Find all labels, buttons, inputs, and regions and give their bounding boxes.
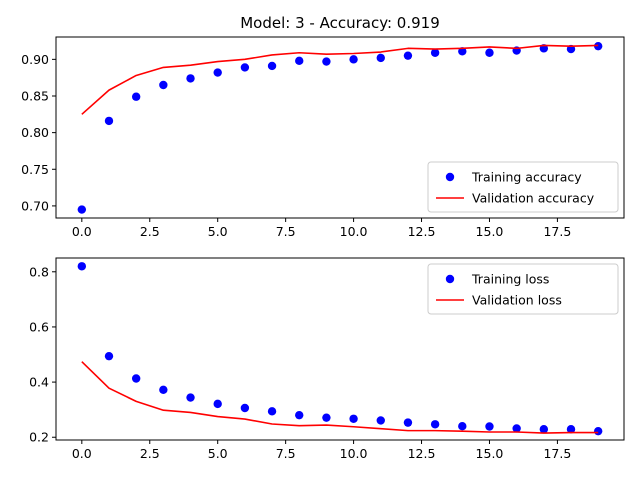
y-tick-label: 0.6 xyxy=(29,319,49,334)
y-tick-label: 0.90 xyxy=(21,52,49,67)
training-loss-point xyxy=(131,374,141,383)
training-accuracy-point xyxy=(430,48,440,57)
training-loss-point xyxy=(539,425,549,434)
axes-frame xyxy=(55,36,625,219)
training-accuracy-point xyxy=(403,51,413,60)
training-accuracy-point xyxy=(485,48,494,57)
training-accuracy-legend-swatch xyxy=(445,172,455,182)
training-accuracy-point xyxy=(159,80,168,90)
training-accuracy-legend-label: Training accuracy xyxy=(471,170,582,185)
x-tick-label: 2.5 xyxy=(140,224,160,239)
training-accuracy-point xyxy=(376,53,385,63)
training-loss-point xyxy=(186,393,195,402)
training-loss-point xyxy=(593,426,603,436)
training-loss-point xyxy=(104,351,114,361)
training-loss-point xyxy=(566,425,576,434)
legend: Training accuracy Validation accuracy xyxy=(427,161,619,213)
training-accuracy-point xyxy=(77,205,87,214)
x-tick-label: 15.0 xyxy=(476,446,504,461)
training-loss-point xyxy=(403,418,413,427)
training-loss-point xyxy=(512,424,521,433)
x-tick-label: 2.5 xyxy=(140,446,160,461)
y-tick-label: 0.85 xyxy=(21,88,49,103)
accuracy-panel: Model: 3 - Accuracy: 0.919 0.0 2.5 5.0 7.5 10… xyxy=(21,14,625,239)
legend-box xyxy=(427,161,619,213)
training-accuracy-point xyxy=(349,55,358,64)
loss-panel: 0.0 2.5 5.0 7.5 10.0 12.5 15.0 17.5 0.2 0.4 0.6 0.8… xyxy=(29,257,625,461)
training-accuracy-point xyxy=(186,74,195,83)
training-loss-legend-swatch xyxy=(445,274,455,284)
chart-title: Model: 3 - Accuracy: 0.919 xyxy=(240,14,440,32)
x-tick-label: 10.0 xyxy=(340,224,368,239)
x-tick-label: 12.5 xyxy=(408,224,436,239)
y-tick-label: 0.70 xyxy=(21,198,49,213)
training-loss-point xyxy=(159,385,168,395)
training-loss-point xyxy=(458,422,467,431)
x-tick-label: 0.0 xyxy=(72,224,92,239)
training-accuracy-point xyxy=(322,57,331,66)
validation-loss-line xyxy=(81,361,599,434)
training-accuracy-point xyxy=(267,61,277,71)
training-accuracy-point xyxy=(104,116,114,126)
training-loss-point xyxy=(77,262,87,271)
training-loss-point xyxy=(485,422,494,431)
x-tick-label: 12.5 xyxy=(408,446,436,461)
training-loss-point xyxy=(240,403,250,413)
legend: Training loss Validation loss xyxy=(427,263,619,315)
x-tick-label: 7.5 xyxy=(276,446,296,461)
training-loss-point xyxy=(376,416,385,425)
training-accuracy-point xyxy=(240,63,250,72)
y-tick-label: 0.4 xyxy=(29,375,49,390)
y-tick-label: 0.2 xyxy=(29,430,49,445)
training-loss-legend-label: Training loss xyxy=(471,272,549,287)
validation-accuracy-line xyxy=(81,44,599,115)
x-tick-label: 5.0 xyxy=(208,446,228,461)
training-accuracy-point xyxy=(131,92,141,101)
training-loss-point xyxy=(213,399,222,409)
validation-loss-legend-label: Validation loss xyxy=(472,293,562,308)
training-accuracy-point xyxy=(213,68,222,77)
training-loss-point xyxy=(295,410,304,420)
training-accuracy-point xyxy=(295,56,304,66)
x-tick-label: 0.0 xyxy=(72,446,92,461)
training-accuracy-point xyxy=(566,44,576,54)
legend-box xyxy=(427,263,619,315)
training-loss-point xyxy=(349,414,358,423)
training-loss-point xyxy=(430,420,440,429)
x-tick-label: 17.5 xyxy=(543,446,571,461)
x-tick-label: 5.0 xyxy=(208,224,228,239)
x-tick-label: 17.5 xyxy=(543,224,571,239)
y-tick-label: 0.80 xyxy=(21,125,49,140)
x-tick-label: 15.0 xyxy=(476,224,504,239)
training-loss-point xyxy=(267,407,277,416)
validation-accuracy-legend-label: Validation accuracy xyxy=(472,191,595,206)
x-tick-label: 7.5 xyxy=(276,224,296,239)
training-loss-point xyxy=(322,413,331,422)
x-tick-label: 10.0 xyxy=(340,446,368,461)
axes-frame xyxy=(55,257,625,441)
y-tick-label: 0.8 xyxy=(29,264,49,279)
y-tick-label: 0.75 xyxy=(21,162,49,177)
